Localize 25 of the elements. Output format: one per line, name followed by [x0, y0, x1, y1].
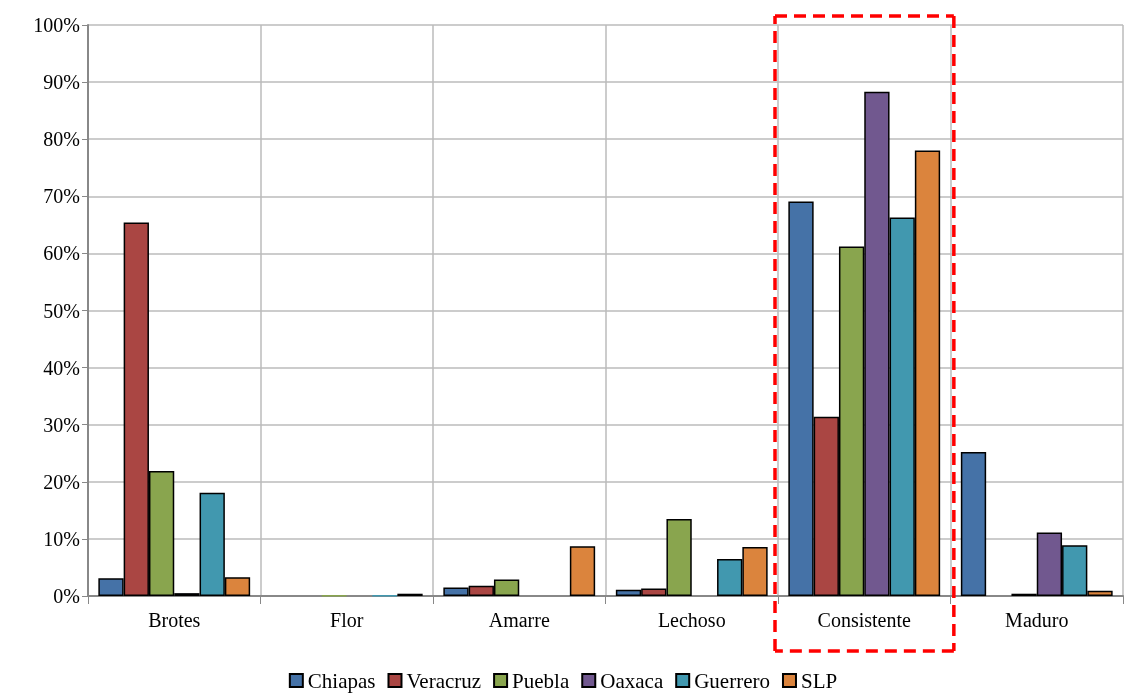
bar: [960, 452, 987, 596]
y-tick-label: 60%: [43, 242, 80, 265]
y-tick-label: 50%: [43, 299, 80, 322]
y-tick-label: 90%: [43, 71, 80, 94]
legend-label: Oaxaca: [600, 668, 664, 693]
legend-label: Veracruz: [406, 668, 482, 693]
y-tick-label: 70%: [43, 185, 80, 208]
x-tick-label: Amarre: [488, 609, 550, 631]
legend-label: Chiapas: [307, 668, 376, 693]
x-tick-label: Brotes: [148, 609, 201, 631]
y-tick-label: 0%: [53, 585, 80, 607]
bar: [569, 546, 596, 596]
y-tick-label: 20%: [43, 470, 80, 493]
y-tick-label: 80%: [43, 128, 80, 151]
x-tick-label: Maduro: [1005, 609, 1069, 631]
x-tick-label: Consistente: [817, 609, 912, 631]
y-tick-label: 10%: [43, 527, 80, 550]
y-tick-label: 30%: [43, 413, 80, 436]
x-tick-label: Lechoso: [657, 609, 726, 631]
legend-label: Guerrero: [694, 668, 770, 693]
y-tick-label: 100%: [33, 14, 80, 36]
legend-label: Puebla: [512, 668, 570, 693]
y-tick-label: 40%: [43, 356, 80, 379]
x-tick-label: Flor: [330, 609, 364, 631]
legend-label: SLP: [800, 668, 838, 693]
